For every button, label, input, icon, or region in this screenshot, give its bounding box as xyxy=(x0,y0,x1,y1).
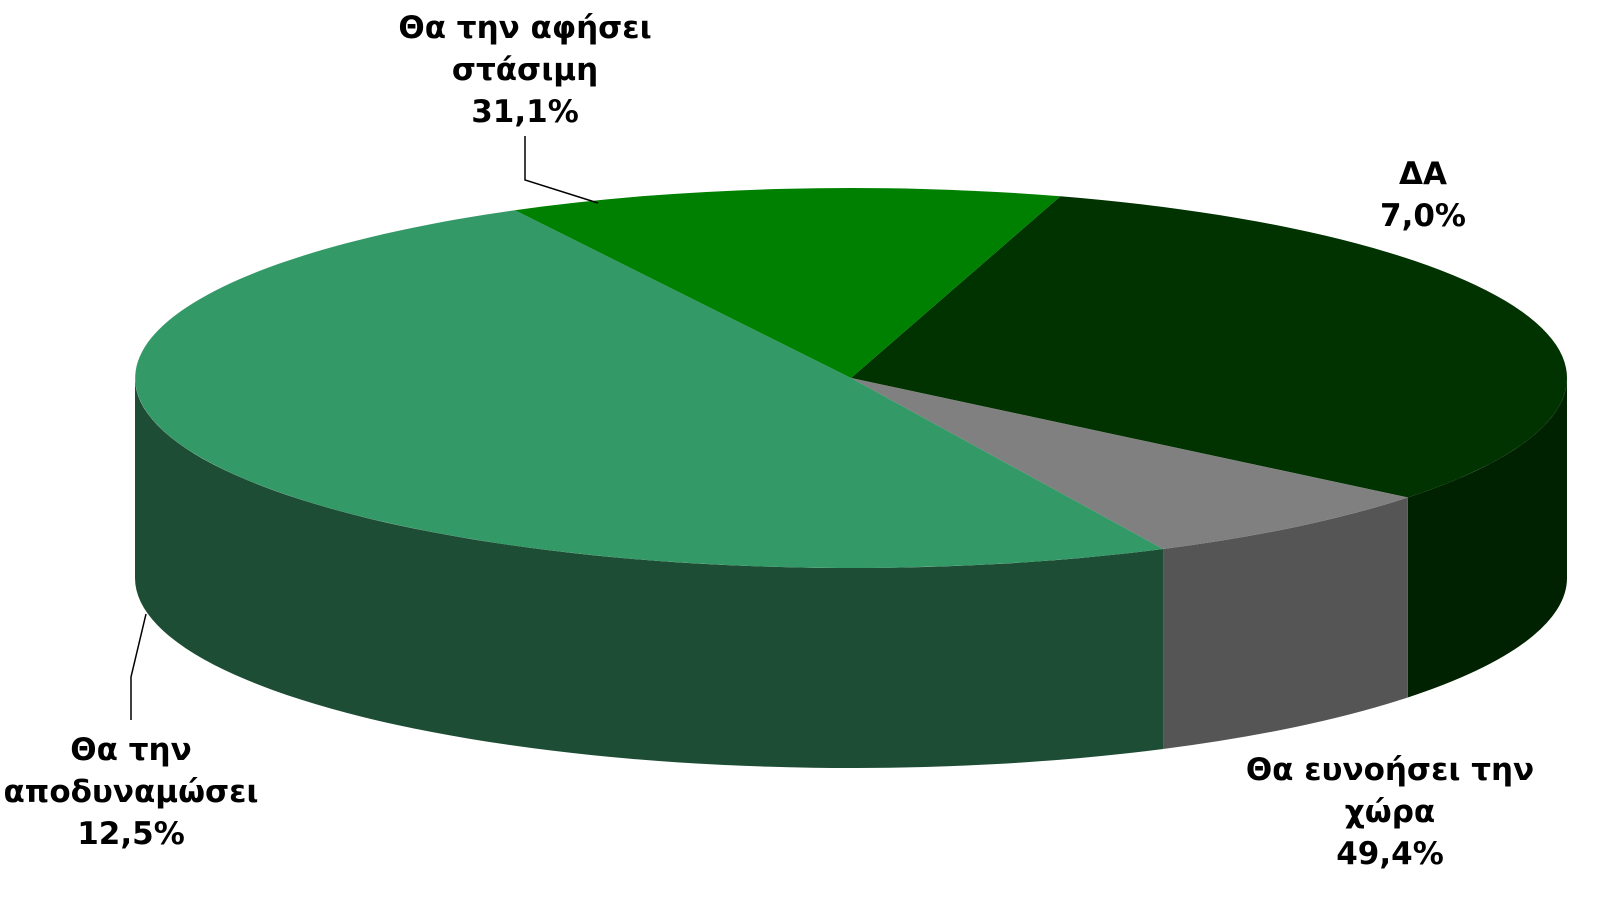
slice-side-2 xyxy=(135,378,1164,768)
slice-side-0 xyxy=(1407,378,1567,698)
data-label-value: 49,4% xyxy=(1336,836,1444,872)
data-label-name: χώρα xyxy=(1344,794,1436,830)
data-label-1: ΔΑ 7,0% xyxy=(1380,153,1466,237)
pie-sides xyxy=(135,378,1567,768)
leader-line-1 xyxy=(130,613,147,720)
slice-top-1 xyxy=(851,378,1408,549)
slice-side-1 xyxy=(1163,497,1408,749)
pie-tops xyxy=(135,187,1568,568)
data-label-2: Θα ευνοήσει την χώρα 49,4% xyxy=(1246,749,1534,875)
data-label-name: ΔΑ xyxy=(1399,156,1447,192)
data-label-value: 12,5% xyxy=(77,816,185,852)
data-label-name: στάσιμη xyxy=(451,52,599,88)
data-label-value: 7,0% xyxy=(1380,198,1466,234)
leader-line-0 xyxy=(524,136,599,204)
slice-top-2 xyxy=(135,210,1164,568)
data-label-name: Θα ευνοήσει την xyxy=(1245,752,1535,788)
data-label-name: Θα την xyxy=(70,732,192,768)
data-label-name: Θα την αφήσει xyxy=(398,10,652,46)
label-leader-lines xyxy=(130,136,599,720)
slice-top-0 xyxy=(851,196,1568,498)
data-label-name: αποδυναμώσει xyxy=(3,774,259,810)
data-label-3: Θα την αποδυναμώσει 12,5% xyxy=(4,729,259,855)
slice-top-3 xyxy=(514,187,1061,378)
data-label-0: Θα την αφήσει στάσιμη 31,1% xyxy=(398,7,651,133)
data-label-value: 31,1% xyxy=(471,94,579,130)
